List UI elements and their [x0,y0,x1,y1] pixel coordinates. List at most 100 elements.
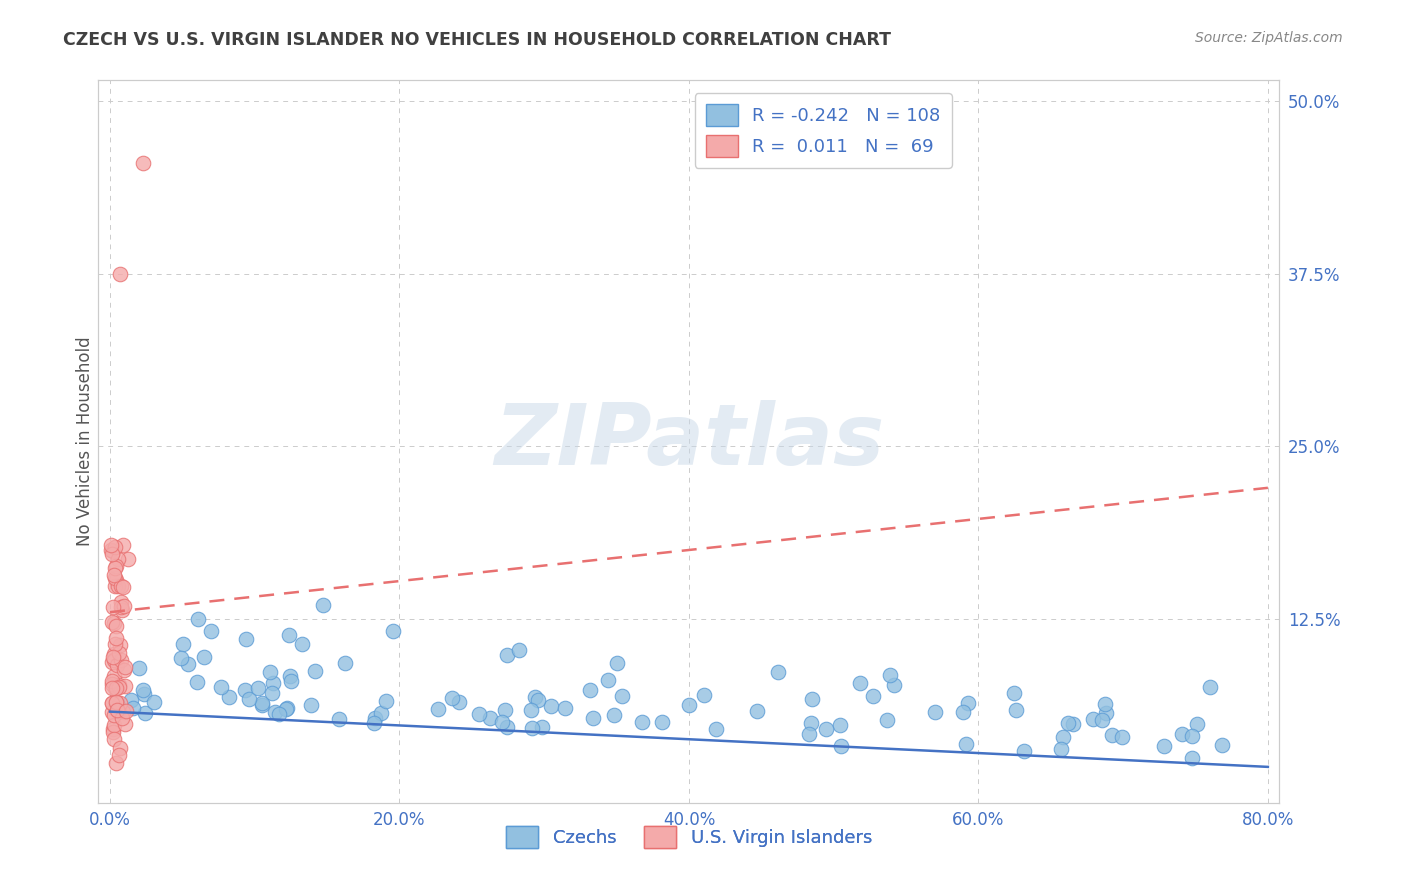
Point [111,602,134,616]
Point [693,688,716,702]
Point [105,681,128,695]
Point [631,714,654,729]
Point [104,559,127,574]
Point [105,657,128,672]
Point [262,676,284,690]
Point [100,615,122,629]
Point [745,704,768,718]
Point [108,678,131,692]
Point [100,538,122,552]
Point [110,599,132,614]
Point [104,578,127,592]
Point [100,697,122,711]
Point [103,653,125,667]
Point [603,708,626,723]
Point [1052,731,1074,745]
Point [114,660,136,674]
Point [108,267,131,281]
Point [582,711,605,725]
Point [879,667,901,681]
Point [117,551,139,566]
Point [200,624,222,638]
Point [280,674,302,689]
Point [508,643,530,657]
Text: Source: ZipAtlas.com: Source: ZipAtlas.com [1195,31,1343,45]
Point [1111,730,1133,744]
Point [1094,706,1116,720]
Point [103,732,125,747]
Point [107,578,129,592]
Point [104,681,127,696]
Point [110,579,132,593]
Point [876,713,898,727]
Point [114,716,136,731]
Point [814,722,837,736]
Point [610,689,633,703]
Point [797,726,820,740]
Point [107,704,129,718]
Point [495,648,517,662]
Point [1181,729,1204,743]
Point [1094,697,1116,711]
Point [104,637,127,651]
Point [494,703,516,717]
Point [103,616,125,631]
Point [952,705,974,719]
Point [554,700,576,714]
Point [107,748,129,763]
Point [108,638,131,652]
Point [101,705,124,719]
Point [274,702,297,716]
Point [101,681,124,696]
Point [830,718,852,732]
Point [187,612,209,626]
Point [522,721,544,735]
Text: ZIPatlas: ZIPatlas [494,400,884,483]
Point [101,677,124,691]
Point [107,646,129,660]
Point [103,724,125,739]
Point [103,567,125,582]
Point [1005,704,1028,718]
Point [1056,716,1078,731]
Point [278,628,301,642]
Point [103,717,125,731]
Point [491,714,513,729]
Point [278,669,301,683]
Y-axis label: No Vehicles in Household: No Vehicles in Household [76,336,94,547]
Point [105,756,128,771]
Text: CZECH VS U.S. VIRGIN ISLANDER NO VEHICLES IN HOUSEHOLD CORRELATION CHART: CZECH VS U.S. VIRGIN ISLANDER NO VEHICLE… [63,31,891,49]
Point [427,702,450,716]
Point [1187,716,1209,731]
Point [121,701,143,715]
Point [276,700,298,714]
Point [479,711,502,725]
Point [578,682,600,697]
Point [112,599,135,613]
Point [651,715,673,730]
Point [1004,686,1026,700]
Point [101,697,124,711]
Point [883,678,905,692]
Point [103,700,125,714]
Point [955,738,977,752]
Point [101,544,124,558]
Point [447,695,470,709]
Point [103,647,125,661]
Point [1153,739,1175,753]
Point [291,637,314,651]
Point [103,669,125,683]
Point [186,675,208,690]
Point [862,690,884,704]
Point [1101,728,1123,742]
Point [111,580,134,594]
Point [131,682,153,697]
Point [233,683,256,698]
Point [104,571,127,585]
Point [267,706,290,721]
Point [250,697,273,711]
Point [100,542,122,557]
Point [1012,744,1035,758]
Point [312,599,335,613]
Point [108,680,131,694]
